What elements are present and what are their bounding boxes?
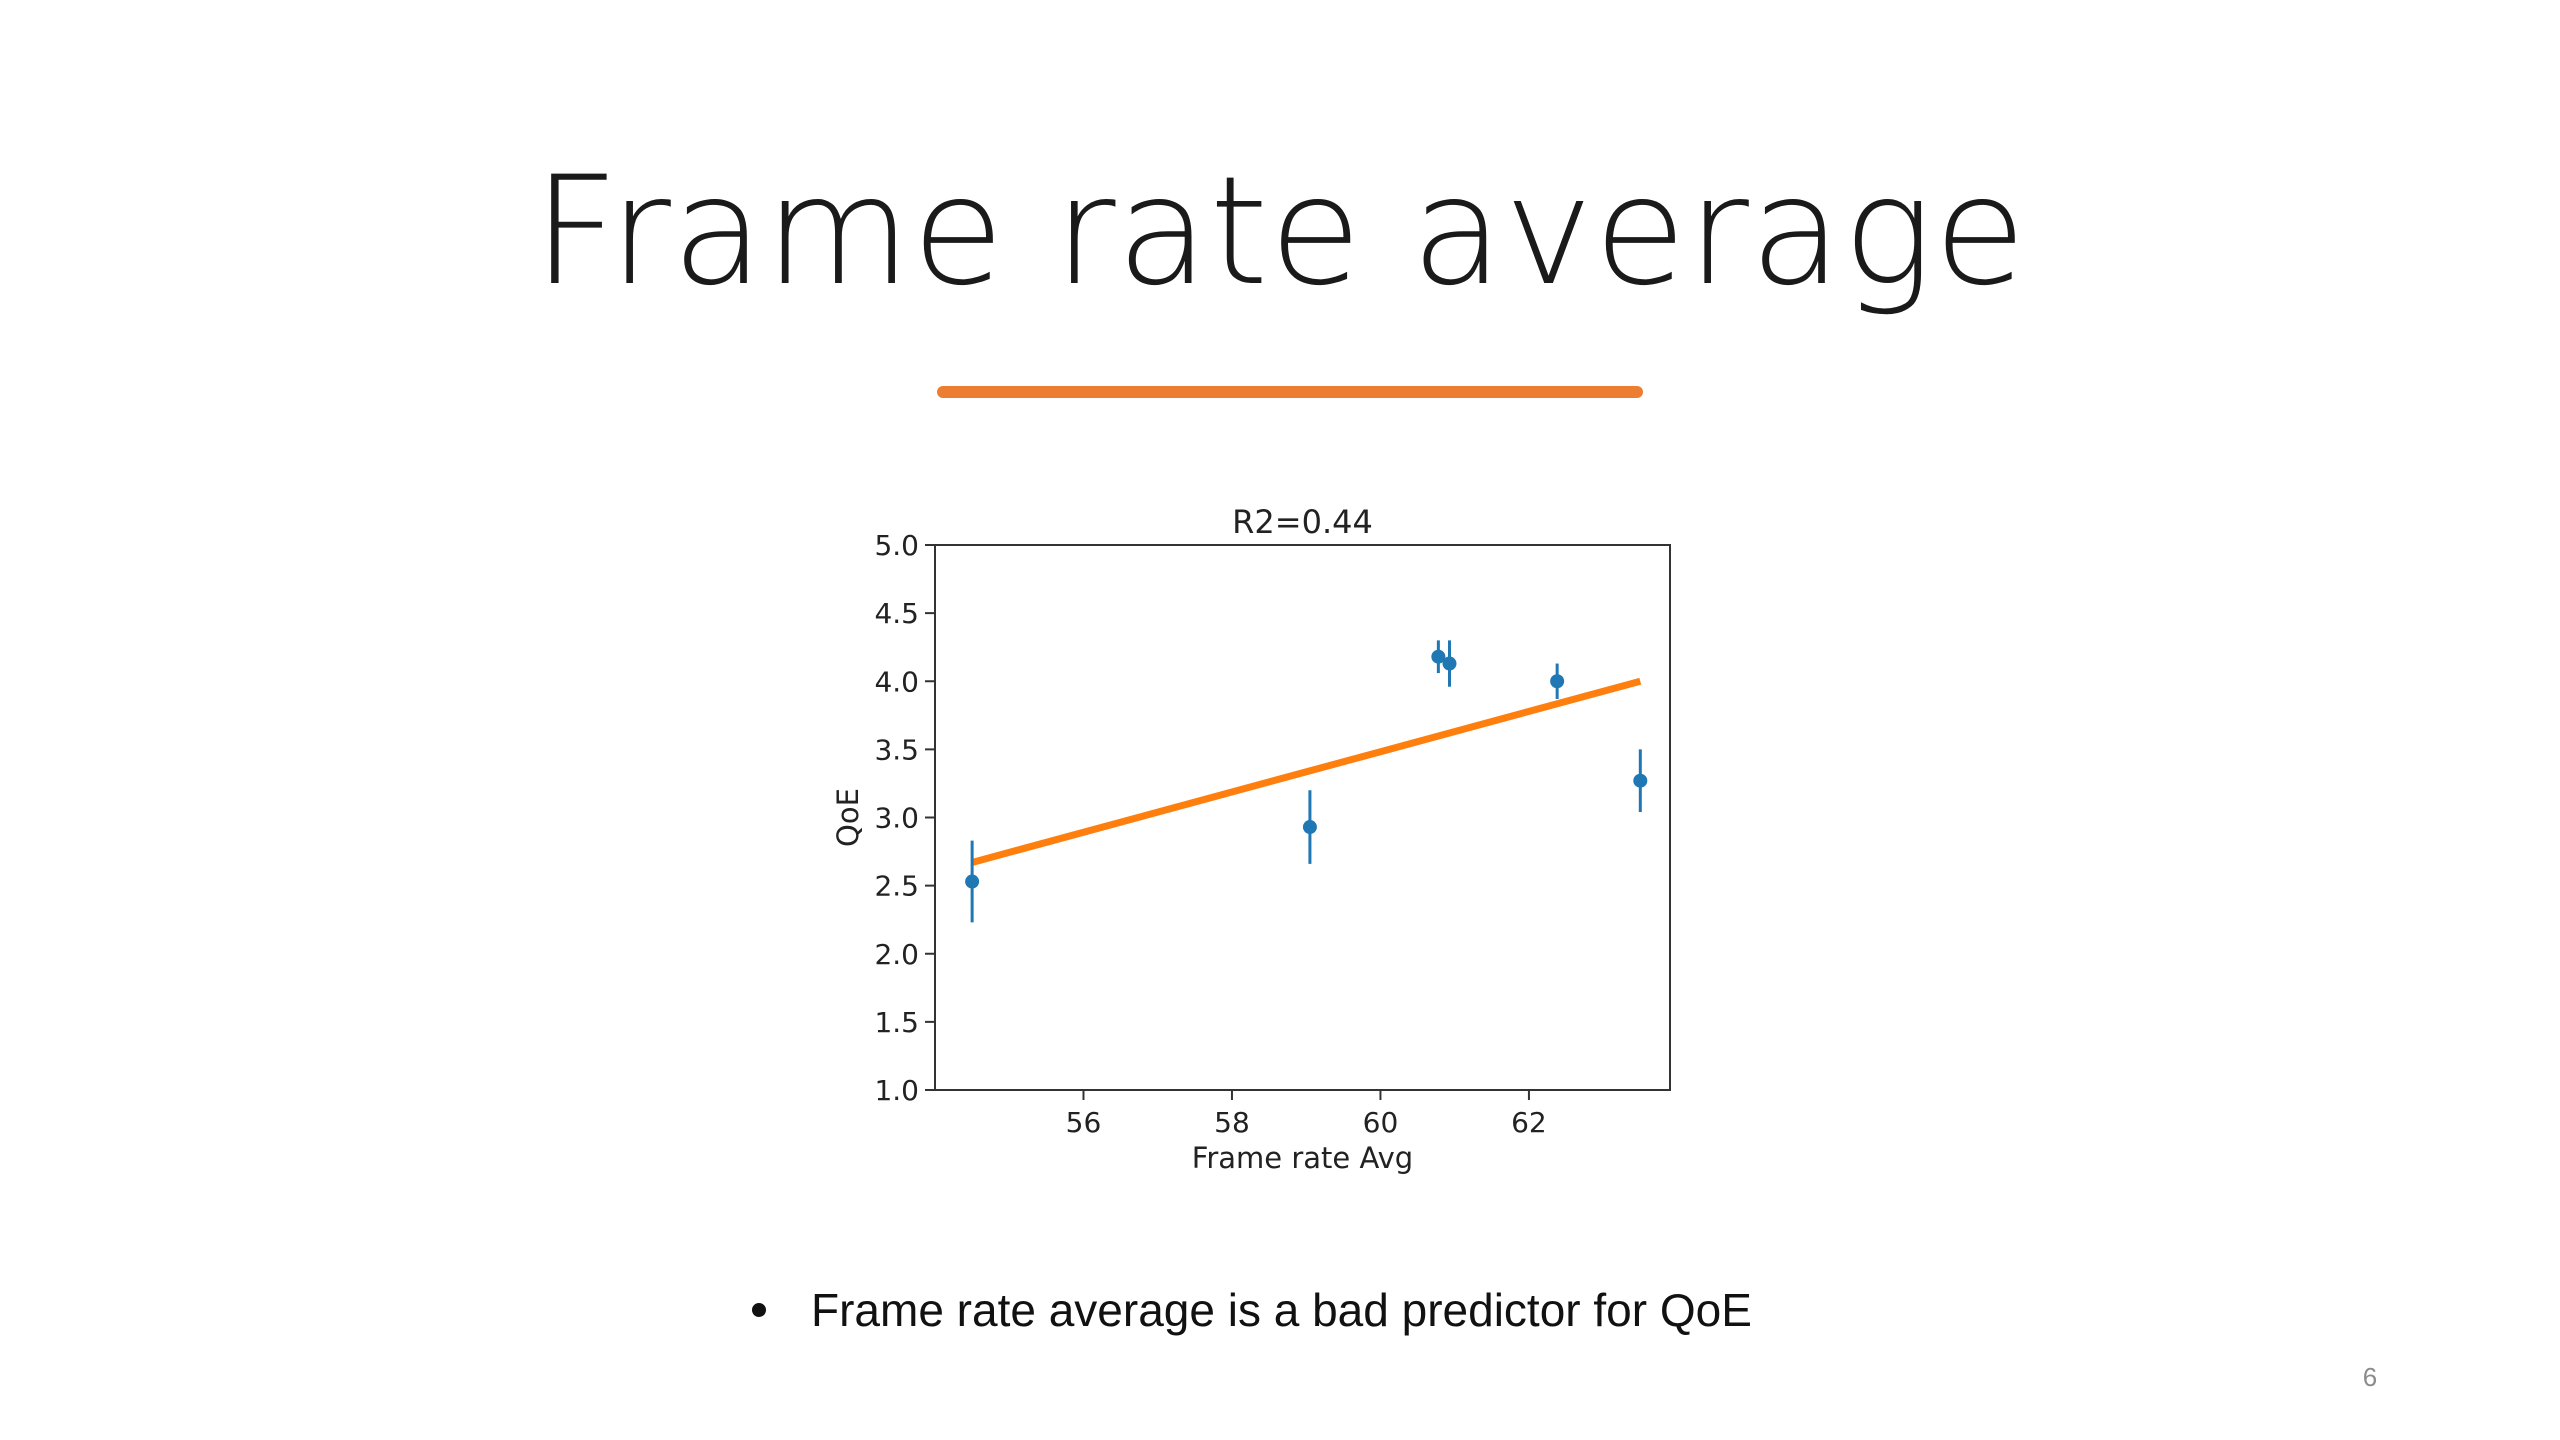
title-accent-underline (937, 386, 1643, 398)
data-point (1442, 656, 1457, 671)
y-tick-label: 1.5 (874, 1006, 919, 1039)
y-tick-label: 4.0 (874, 665, 919, 698)
bullet-item: Frame rate average is a bad predictor fo… (752, 1280, 1752, 1340)
chart-title: R2=0.44 (1232, 503, 1373, 541)
y-tick-label: 3.5 (874, 733, 919, 766)
bullet-dot-icon (752, 1303, 766, 1317)
regression-line (971, 677, 1642, 866)
bullet-text: Frame rate average is a bad predictor fo… (811, 1284, 1752, 1336)
data-point (1633, 773, 1648, 788)
x-tick-label: 62 (1511, 1106, 1547, 1139)
data-point (1302, 820, 1317, 835)
y-tick-label: 4.5 (874, 597, 919, 630)
x-axis-label: Frame rate Avg (1192, 1141, 1413, 1175)
plot-frame (934, 544, 1671, 1091)
data-point (965, 874, 980, 889)
data-point (1431, 649, 1446, 664)
y-tick-label: 5.0 (874, 529, 919, 562)
data-point (1550, 674, 1565, 689)
y-tick-label: 3.0 (874, 802, 919, 835)
page-number: 6 (2362, 1362, 2378, 1392)
slide-title: Frame rate average (532, 145, 2028, 319)
y-tick-label: 2.0 (874, 938, 919, 971)
x-tick-label: 56 (1066, 1106, 1102, 1139)
y-tick-label: 1.0 (874, 1074, 919, 1107)
x-tick-label: 60 (1363, 1106, 1399, 1139)
x-tick-label: 58 (1214, 1106, 1250, 1139)
y-axis-label: QoE (831, 788, 865, 847)
y-tick-label: 2.5 (874, 870, 919, 903)
